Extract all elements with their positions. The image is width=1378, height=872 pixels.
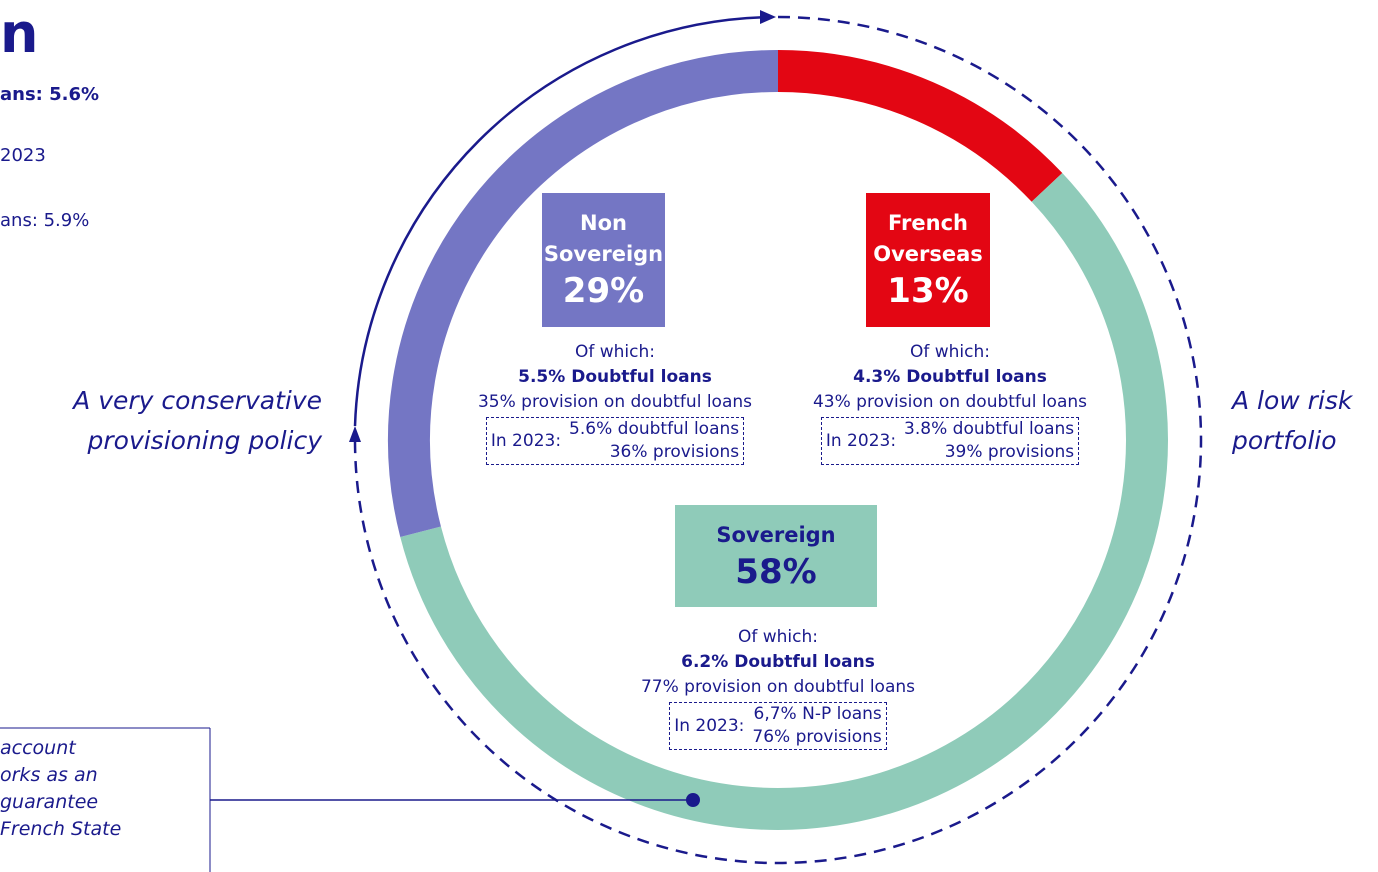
details-text: 5.5% Doubtful loans (518, 367, 712, 387)
text-line: ans: 5.9% (0, 210, 90, 231)
details-text: Of which: (737, 627, 819, 647)
prior-values: 6,7% N-P loans 76% provisions (752, 703, 881, 749)
segment-box: Non Sovereign 29% (542, 193, 665, 327)
prior-label: In 2023: (825, 430, 897, 451)
donut-segment (777, 50, 1063, 202)
details-text: 4.3% Doubtful loans (853, 367, 1047, 387)
annotation-line: provisioning policy (87, 426, 323, 455)
note-line: account (0, 737, 76, 759)
note-line: French State (0, 818, 122, 840)
note: account orks as an guarantee French State (0, 735, 121, 843)
prior-label: In 2023: (674, 715, 745, 736)
prior-text: 3.8% doubtful loans (904, 419, 1075, 439)
prior-box: In 2023: 6,7% N-P loans 76% provisions (669, 702, 887, 750)
prior-values: 5.6% doubtful loans 36% provisions (569, 418, 739, 464)
dashed-arc (353, 15, 1203, 865)
annotation-line: portfolio (1232, 426, 1337, 455)
arrow-head (760, 10, 776, 24)
donut-segment (388, 50, 779, 537)
title-fragment: n (0, 2, 39, 65)
right-annotation: A low risk portfolio (1232, 381, 1352, 461)
details-text: Of which: (909, 342, 991, 362)
text-line: ans: 5.6% (0, 84, 100, 105)
arrow-head (349, 426, 361, 442)
details-text: 6.2% Doubtful loans (681, 652, 875, 672)
details-text: 77% provision on doubtful loans (640, 677, 916, 697)
prior-text: 39% provisions (944, 442, 1075, 462)
prior-text: 36% provisions (609, 442, 740, 462)
prior-values: 3.8% doubtful loans 39% provisions (904, 418, 1074, 464)
text-line: 2023 (0, 145, 46, 166)
segment-label: Sovereign (716, 522, 836, 547)
details-text: 35% provision on doubtful loans (477, 392, 753, 412)
segment-details: Of which: 4.3% Doubtful loans 43% provisio… (813, 340, 1087, 465)
segment-details: Of which: 6.2% Doubtful loans 77% provisio… (641, 625, 915, 750)
prior-label: In 2023: (490, 430, 562, 451)
note-line: orks as an (0, 764, 98, 786)
note-line: guarantee (0, 791, 99, 813)
segment-label: French Overseas (873, 211, 983, 266)
details-text: Of which: (574, 342, 656, 362)
prior-text: 6,7% N-P loans (753, 704, 882, 724)
prior-text: 76% provisions (752, 727, 882, 747)
annotation-line: A very conservative (73, 386, 322, 415)
left-annotation: A very conservative provisioning policy (73, 381, 322, 461)
segment-value: 29% (562, 271, 645, 311)
details-text: 43% provision on doubtful loans (812, 392, 1088, 412)
prior-text: 5.6% doubtful loans (569, 419, 740, 439)
donut-segment (400, 173, 1168, 830)
prior-box: In 2023: 5.6% doubtful loans 36% provision… (485, 417, 745, 465)
prior-box: In 2023: 3.8% doubtful loans 39% provision… (820, 417, 1080, 465)
segment-box: Sovereign 58% (675, 505, 877, 607)
segment-details: Of which: 5.5% Doubtful loans 35% provisio… (478, 340, 752, 465)
segment-box: French Overseas 13% (866, 193, 990, 327)
annotation-line: A low risk (1232, 386, 1353, 415)
solid-arc (353, 15, 765, 427)
connector-dot (686, 793, 700, 807)
segment-value: 13% (887, 271, 969, 311)
segment-label: Non Sovereign (543, 211, 664, 266)
segment-value: 58% (735, 551, 817, 592)
